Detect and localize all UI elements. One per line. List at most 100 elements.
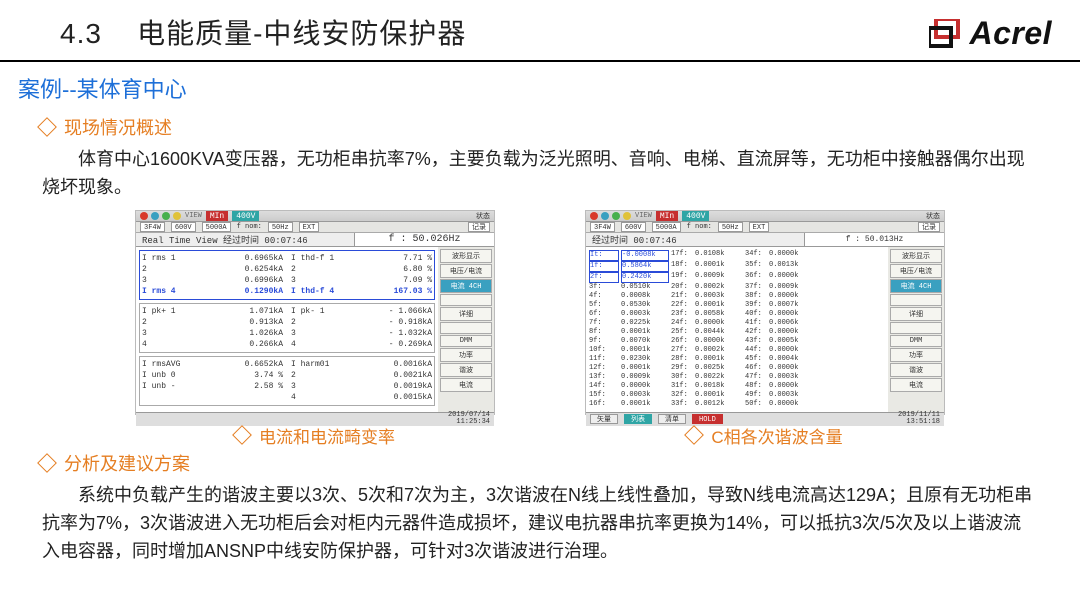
side-button[interactable]: 波形显示 (440, 249, 492, 263)
instrument-panel-1: VIEW MIn 400V 状态 3F4W 600V 5000A f nom: … (135, 210, 495, 415)
side-button[interactable]: 电流 4CH (890, 279, 942, 293)
section-number: 4.3 (60, 18, 102, 49)
side-button[interactable]: 电流 (890, 378, 942, 392)
status-label: 状态 (476, 211, 490, 221)
led-row (590, 212, 631, 220)
instr2-config: 3F4W 600V 5000A f nom: 50Hz EXT 记录 (586, 222, 944, 233)
instr2-sidebar: 波形显示电压/电流电流 4CH 详细 DMM功率谐波电流 (888, 247, 944, 412)
section2-heading: 分析及建议方案 (40, 450, 1080, 476)
section1-heading: 现场情况概述 (40, 114, 1080, 140)
figure-2-caption: C相各次谐波含量 (585, 423, 945, 448)
bot-list-button[interactable]: 列表 (624, 414, 652, 424)
logo-icon (929, 19, 963, 49)
cfg-fnom: 50Hz (718, 222, 743, 232)
side-button[interactable]: DMM (440, 335, 492, 347)
side-button[interactable] (890, 294, 942, 306)
cfg-amp: 5000A (652, 222, 681, 232)
instr1-config: 3F4W 600V 5000A f nom: 50Hz EXT 记录 (136, 222, 494, 233)
led-green-icon (162, 212, 170, 220)
instr1-topbar: VIEW MIn 400V 状态 (136, 211, 494, 222)
brand-logo: Acrel (929, 15, 1052, 52)
side-button[interactable] (440, 322, 492, 334)
led-green-icon (612, 212, 620, 220)
title-bar: 4.3 电能质量-中线安防保护器 Acrel (0, 0, 1080, 52)
side-button[interactable] (890, 322, 942, 334)
cfg-fnom-label: f nom: (687, 223, 712, 231)
instr2-row3: 经过时间 00:07:46 f : 50.013Hz (586, 233, 944, 247)
mode-badge: 400V (682, 211, 709, 221)
diamond-icon (37, 117, 57, 137)
side-button[interactable]: 谐波 (890, 363, 942, 377)
group-avg: I rmsAVG0.6652kAI unb 03.74 %I unb -2.58… (139, 356, 435, 406)
led-red-icon (140, 212, 148, 220)
timestamp: 2019/11/1113:51:18 (898, 412, 940, 426)
section-title: 电能质量-中线安防保护器 (137, 18, 466, 49)
diamond-icon (37, 453, 57, 473)
cfg-volt: 600V (171, 222, 196, 232)
diamond-icon (232, 425, 252, 445)
section1-body: 体育中心1600KVA变压器，无功柜串抗率7%，主要负载为泛光照明、音响、电梯、… (42, 146, 1038, 202)
section1-label: 现场情况概述 (64, 114, 172, 140)
cfg-volt: 600V (621, 222, 646, 232)
led-red-icon (590, 212, 598, 220)
cfg-wiring: 3F4W (590, 222, 615, 232)
page-title: 4.3 电能质量-中线安防保护器 (60, 12, 466, 52)
group-peak: I pk+ 11.071kA20.913kA31.026kA40.266kA I… (139, 303, 435, 353)
side-button[interactable]: 功率 (440, 348, 492, 362)
instr1-main: I rms 10.6965kA20.6254kA30.6996kAI rms 4… (136, 247, 438, 412)
instr1-sidebar: 波形显示电压/电流电流 4CH 详细 DMM功率谐波电流 (438, 247, 494, 412)
case-subtitle: 案例--某体育中心 (18, 72, 1080, 104)
section2-label: 分析及建议方案 (64, 450, 190, 476)
side-button[interactable]: 详细 (440, 307, 492, 321)
fig2-caption-text: C相各次谐波含量 (711, 423, 842, 448)
elapsed-label: 经过时间 00:07:46 (586, 233, 804, 246)
cfg-fnom: 50Hz (268, 222, 293, 232)
led-cyan-icon (601, 212, 609, 220)
cfg-amp: 5000A (202, 222, 231, 232)
mode-badge: 400V (232, 211, 259, 221)
rec-badge: MIn (206, 211, 228, 221)
section2-body: 系统中负载产生的谐波主要以3次、5次和7次为主，3次谐波在N线上线性叠加，导致N… (42, 482, 1038, 566)
side-button[interactable]: DMM (890, 335, 942, 347)
group-rms: I rms 10.6965kA20.6254kA30.6996kAI rms 4… (139, 250, 435, 300)
divider (0, 60, 1080, 62)
side-button[interactable] (440, 294, 492, 306)
figures-row: VIEW MIn 400V 状态 3F4W 600V 5000A f nom: … (0, 210, 1080, 448)
instrument-panel-2: VIEW MIn 400V 状态 3F4W 600V 5000A f nom: … (585, 210, 945, 415)
figure-1: VIEW MIn 400V 状态 3F4W 600V 5000A f nom: … (135, 210, 495, 448)
cfg-ext: EXT (749, 222, 770, 232)
side-button[interactable]: 功率 (890, 348, 942, 362)
instr1-row3: Real Time View 经过时间 00:07:46 f : 50.026H… (136, 233, 494, 247)
side-button[interactable]: 谐波 (440, 363, 492, 377)
bot-vector-button[interactable]: 矢量 (590, 414, 618, 424)
status-label: 状态 (926, 211, 940, 221)
timestamp: 2019/07/1411:25:34 (448, 412, 490, 426)
side-button[interactable]: 电压/电流 (440, 264, 492, 278)
figure-1-caption: 电流和电流畸变率 (135, 423, 495, 448)
elapsed-label: Real Time View 经过时间 00:07:46 (136, 233, 354, 246)
side-button[interactable]: 波形显示 (890, 249, 942, 263)
freq-readout: f : 50.026Hz (354, 233, 494, 246)
logo-text: Acrel (969, 15, 1052, 52)
fig1-caption-text: 电流和电流畸变率 (259, 423, 395, 448)
led-yellow-icon (623, 212, 631, 220)
side-button[interactable]: 电压/电流 (890, 264, 942, 278)
cfg-ext: EXT (299, 222, 320, 232)
rec-button[interactable]: 记录 (468, 222, 490, 232)
led-row (140, 212, 181, 220)
led-yellow-icon (173, 212, 181, 220)
side-button[interactable]: 电流 4CH (440, 279, 492, 293)
figure-2: VIEW MIn 400V 状态 3F4W 600V 5000A f nom: … (585, 210, 945, 448)
instr2-topbar: VIEW MIn 400V 状态 (586, 211, 944, 222)
side-button[interactable]: 详细 (890, 307, 942, 321)
rec-badge: MIn (656, 211, 678, 221)
diamond-icon (684, 425, 704, 445)
side-button[interactable]: 电流 (440, 378, 492, 392)
cfg-wiring: 3F4W (140, 222, 165, 232)
freq-readout: f : 50.013Hz (804, 233, 944, 246)
rec-button[interactable]: 记录 (918, 222, 940, 232)
led-cyan-icon (151, 212, 159, 220)
cfg-fnom-label: f nom: (237, 223, 262, 231)
bot-list2-button[interactable]: 清单 (658, 414, 686, 424)
instr2-main: It:-0.0008k17f:0.0108k34f:0.0000k1f:0.58… (586, 247, 888, 412)
